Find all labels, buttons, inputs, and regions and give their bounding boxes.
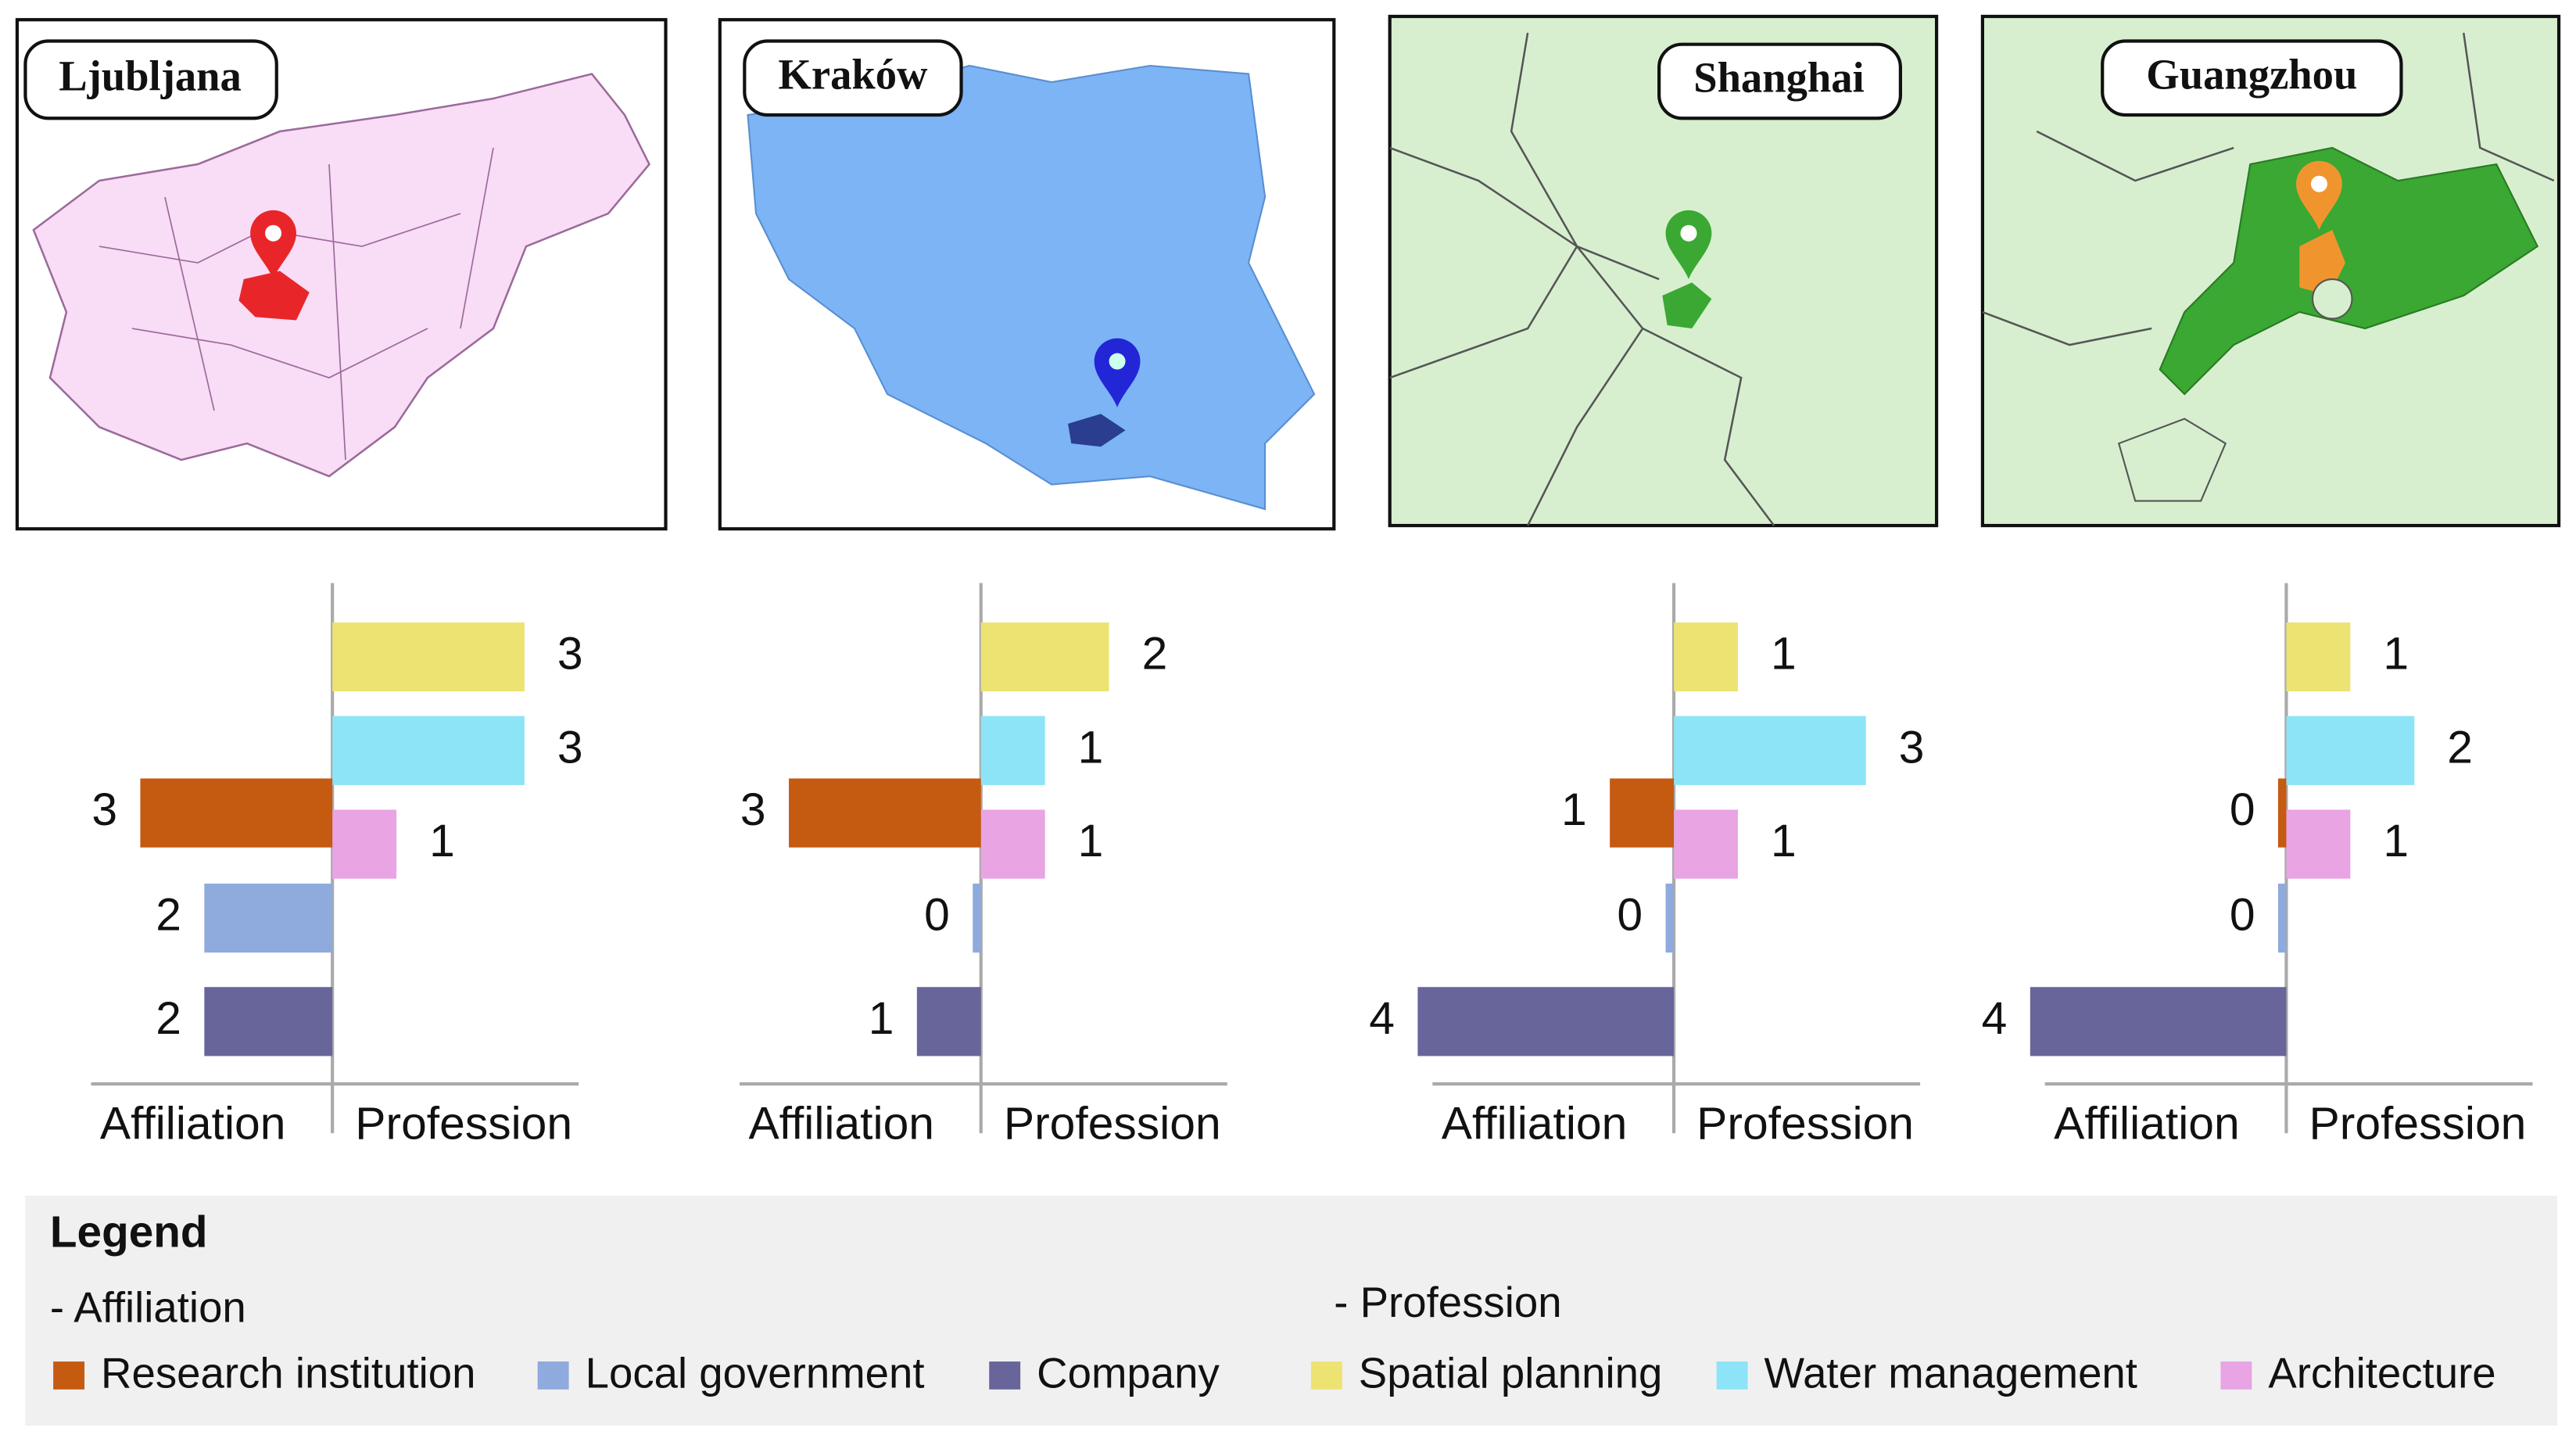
bar	[1674, 809, 1738, 879]
bar	[1610, 778, 1675, 848]
value-label: 0	[924, 890, 950, 941]
legend-swatch	[989, 1361, 1021, 1390]
value-label: 3	[740, 784, 766, 835]
value-label: 1	[2383, 629, 2409, 680]
value-label: 0	[2230, 784, 2255, 835]
bar	[140, 778, 333, 848]
value-label: 0	[2230, 890, 2255, 941]
bar	[2277, 883, 2287, 953]
value-label: 1	[1771, 629, 1797, 680]
bar	[332, 809, 397, 879]
legend-title: Legend	[50, 1207, 208, 1257]
bar	[2286, 809, 2351, 879]
legend-box	[25, 1195, 2557, 1426]
bar	[204, 987, 333, 1056]
map-title: Shanghai	[1693, 54, 1865, 102]
axis-label: Affiliation	[2054, 1098, 2240, 1149]
value-label: 1	[429, 816, 455, 866]
bar	[204, 883, 333, 953]
bar	[2286, 622, 2351, 692]
bar	[1417, 987, 1675, 1056]
axis-label: Profession	[355, 1098, 572, 1149]
map-title: Guangzhou	[2146, 50, 2357, 98]
bar	[1674, 622, 1738, 692]
map-krakow: Kraków	[718, 18, 1336, 531]
value-label: 1	[1078, 816, 1104, 866]
map-title: Kraków	[778, 50, 928, 98]
bar	[980, 716, 1045, 785]
value-label: 1	[869, 993, 894, 1044]
value-label: 4	[1369, 993, 1395, 1044]
value-label: 3	[557, 629, 583, 680]
legend-swatch	[53, 1361, 85, 1390]
bar	[332, 622, 525, 692]
bar	[980, 622, 1109, 692]
legend-swatch	[537, 1361, 569, 1390]
legend-label: Research institution	[101, 1349, 475, 1397]
bar	[2286, 716, 2415, 785]
legend-label: Local government	[586, 1349, 925, 1397]
legend-label: Water management	[1765, 1349, 2137, 1397]
legend-label: Architecture	[2268, 1349, 2495, 1397]
value-label: 2	[2447, 722, 2473, 773]
bar	[2030, 987, 2287, 1056]
axis-label: Profession	[1004, 1098, 1221, 1149]
legend-swatch	[1310, 1361, 1342, 1390]
value-label: 1	[1561, 784, 1587, 835]
bar	[1665, 883, 1675, 953]
value-label: 2	[156, 890, 181, 941]
bar	[1674, 716, 1866, 785]
value-label: 3	[557, 722, 583, 773]
axis-label: Profession	[1696, 1098, 1914, 1149]
map-title: Ljubljana	[59, 52, 242, 99]
map-ljubljana: Ljubljana	[15, 18, 668, 531]
value-label: 3	[91, 784, 117, 835]
axis-label: Affiliation	[100, 1098, 286, 1149]
legend-swatch	[2220, 1361, 2252, 1390]
bar	[2277, 778, 2287, 848]
legend-group-label: - Profession	[1334, 1279, 1561, 1326]
axis-label: Profession	[2309, 1098, 2527, 1149]
bar	[973, 883, 981, 953]
map-shanghai: Shanghai	[1388, 14, 1939, 528]
legend-swatch	[1716, 1361, 1748, 1390]
axis-label: Affiliation	[748, 1098, 934, 1149]
value-label: 3	[1899, 722, 1925, 773]
axis-label: Affiliation	[1442, 1098, 1628, 1149]
value-label: 1	[2383, 816, 2409, 866]
bar	[916, 987, 981, 1056]
value-label: 2	[1142, 629, 1168, 680]
bar	[980, 809, 1045, 879]
bar	[332, 716, 525, 785]
map-guangzhou: Guangzhou	[1980, 14, 2561, 528]
legend-group-label: - Affiliation	[50, 1283, 246, 1331]
legend-label: Company	[1037, 1349, 1220, 1397]
value-label: 1	[1078, 722, 1104, 773]
value-label: 2	[156, 993, 181, 1044]
bar	[789, 778, 981, 848]
value-label: 1	[1771, 816, 1797, 866]
value-label: 4	[1982, 993, 2008, 1044]
value-label: 0	[1617, 890, 1643, 941]
legend-label: Spatial planning	[1359, 1349, 1663, 1397]
